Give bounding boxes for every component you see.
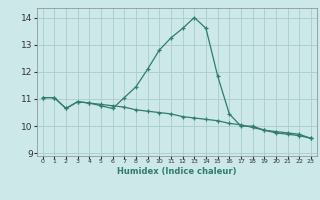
X-axis label: Humidex (Indice chaleur): Humidex (Indice chaleur) [117,167,236,176]
